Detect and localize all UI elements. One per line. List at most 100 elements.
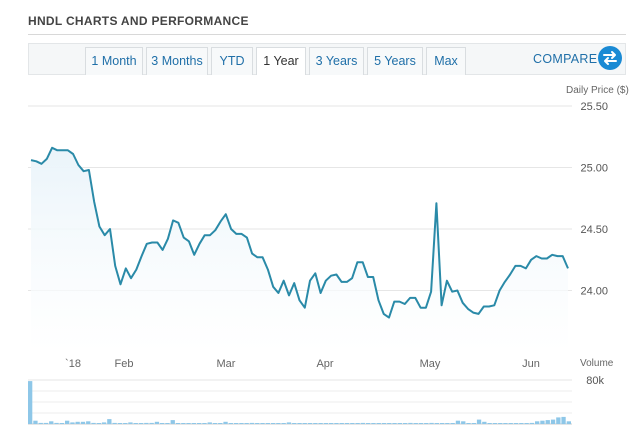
volume-bar	[197, 423, 202, 424]
volume-bar	[234, 423, 239, 424]
volume-bar	[350, 423, 355, 424]
x-tick-label: Jun	[522, 358, 540, 370]
price-area-fill	[31, 147, 568, 352]
volume-bar	[107, 419, 112, 425]
volume-bar	[144, 422, 149, 424]
volume-bar	[149, 422, 154, 424]
page-title: HNDL CHARTS AND PERFORMANCE	[28, 14, 249, 28]
volume-bar	[249, 422, 255, 424]
volume-bar	[181, 423, 186, 424]
volume-bar	[255, 423, 260, 424]
volume-bar	[318, 423, 323, 424]
volume-bar	[54, 422, 59, 424]
volume-bar	[239, 423, 244, 424]
volume-bar	[482, 421, 487, 424]
volume-bar	[302, 423, 307, 424]
compare-button[interactable]	[598, 46, 622, 70]
volume-bar	[191, 423, 196, 424]
x-tick-label: May	[420, 358, 441, 370]
tab-3-months[interactable]: 3 Months	[146, 47, 208, 75]
volume-bar	[408, 422, 413, 424]
volume-bar	[65, 420, 70, 424]
volume-bar	[355, 423, 360, 424]
volume-bar	[535, 421, 540, 425]
volume-bar	[260, 423, 265, 424]
volume-bar	[75, 421, 80, 424]
volume-bar	[513, 423, 519, 424]
volume-bar	[175, 423, 181, 424]
volume-bar	[339, 423, 344, 424]
price-series-line	[30, 146, 569, 319]
volume-bar	[392, 423, 397, 424]
volume-bar	[218, 423, 223, 424]
tab-max[interactable]: Max	[426, 47, 466, 75]
volume-bar	[360, 422, 365, 424]
volume-bar	[223, 421, 228, 424]
volume-bar	[381, 423, 387, 424]
volume-bar	[43, 422, 49, 424]
tab-5-years[interactable]: 5 Years	[367, 47, 423, 75]
tab-3-years[interactable]: 3 Years	[309, 47, 364, 75]
volume-bar	[112, 422, 117, 424]
volume-bar	[286, 422, 292, 424]
compare-link[interactable]: COMPARE	[533, 52, 598, 66]
x-tick-label: Feb	[115, 358, 134, 370]
volume-bar	[498, 423, 503, 424]
x-tick-label: `18	[65, 358, 81, 370]
volume-bar	[165, 423, 170, 424]
volume-bar	[80, 421, 86, 424]
volume-bar	[307, 423, 313, 424]
volume-bar	[487, 423, 492, 424]
volume-bar	[202, 423, 207, 424]
price-tick-label: 24.50	[580, 224, 608, 236]
volume-bar	[476, 419, 482, 424]
volume-bar	[117, 423, 123, 424]
volume-bar	[186, 423, 191, 424]
volume-bar	[96, 423, 101, 424]
volume-bar	[292, 423, 297, 424]
price-axis-title: Daily Price ($)	[566, 85, 629, 96]
volume-bar	[329, 423, 334, 424]
volume-bar	[403, 423, 408, 424]
price-tick-label: 25.50	[580, 101, 608, 113]
volume-bar	[424, 423, 429, 424]
volume-bar	[455, 420, 461, 424]
volume-bar	[529, 422, 534, 424]
volume-bar	[123, 423, 128, 424]
volume-bar	[461, 421, 466, 425]
volume-bar	[297, 423, 302, 424]
volume-bar	[545, 420, 550, 424]
tab-1-year[interactable]: 1 Year	[256, 47, 306, 75]
volume-bar	[434, 423, 439, 424]
volume-bar	[440, 423, 445, 424]
volume-bar	[429, 422, 434, 424]
tab-ytd[interactable]: YTD	[211, 47, 253, 75]
volume-bar	[212, 423, 218, 424]
volume-bar	[471, 423, 476, 424]
volume-bar	[503, 423, 508, 424]
volume-bar	[418, 423, 424, 424]
tab-1-month[interactable]: 1 Month	[85, 47, 143, 75]
volume-tick-label: 80k	[586, 375, 604, 387]
volume-bar	[271, 423, 276, 424]
x-tick-label: Mar	[217, 358, 236, 370]
volume-bar	[160, 423, 165, 424]
volume-bar	[281, 423, 286, 424]
volume-bar	[450, 423, 455, 424]
volume-bar	[244, 423, 249, 424]
volume-bar	[550, 419, 556, 424]
volume-bar	[492, 423, 498, 424]
x-tick-label: Apr	[316, 358, 333, 370]
volume-bar	[371, 423, 376, 424]
volume-bar	[366, 423, 371, 424]
volume-bar	[413, 423, 418, 424]
volume-bar	[49, 421, 54, 425]
volume-bar	[313, 423, 318, 424]
price-tick-label: 24.00	[580, 286, 608, 298]
volume-bar	[276, 423, 281, 424]
volume-bar	[170, 420, 175, 424]
volume-bar	[334, 423, 339, 424]
volume-bar	[466, 423, 471, 424]
volume-bar	[445, 423, 450, 424]
